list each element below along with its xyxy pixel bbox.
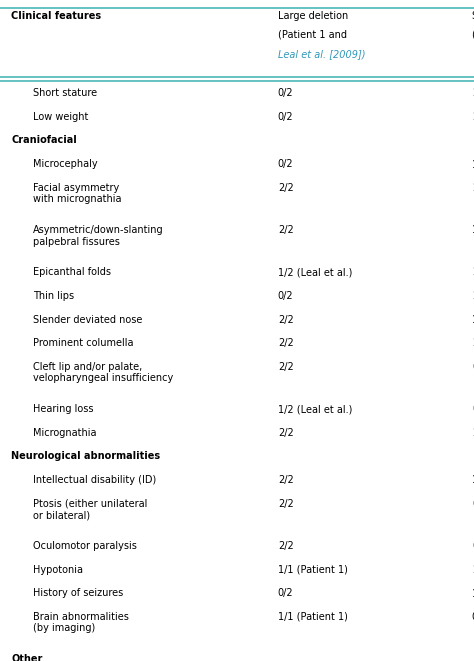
Text: Hypotonia: Hypotonia (33, 564, 83, 574)
Text: 0/2: 0/2 (278, 112, 293, 122)
Text: Cleft lip and/or palate,
velopharyngeal insufficiency: Cleft lip and/or palate, velopharyngeal … (33, 362, 173, 383)
Text: 2/2: 2/2 (472, 267, 474, 278)
Text: 1/2 (Patient 3): 1/2 (Patient 3) (472, 159, 474, 169)
Text: (Patient 1 and: (Patient 1 and (278, 30, 347, 40)
Text: Asymmetric/down-slanting
palpebral fissures: Asymmetric/down-slanting palpebral fissu… (33, 225, 164, 247)
Text: 0/2: 0/2 (472, 541, 474, 551)
Text: 0/2: 0/2 (278, 588, 293, 598)
Text: 0/2: 0/2 (472, 404, 474, 414)
Text: 0/2: 0/2 (472, 498, 474, 508)
Text: 1/2 (Leal et al.): 1/2 (Leal et al.) (278, 267, 352, 278)
Text: (Patients 2 and 3): (Patients 2 and 3) (472, 30, 474, 40)
Text: Large deletion: Large deletion (278, 11, 348, 21)
Text: Prominent columella: Prominent columella (33, 338, 134, 348)
Text: 2/2: 2/2 (278, 498, 293, 508)
Text: 2/2: 2/2 (278, 541, 293, 551)
Text: Brain abnormalities
(by imaging): Brain abnormalities (by imaging) (33, 612, 129, 633)
Text: Hearing loss: Hearing loss (33, 404, 94, 414)
Text: Thin lips: Thin lips (33, 291, 74, 301)
Text: 1/2 (Patient 3): 1/2 (Patient 3) (472, 475, 474, 485)
Text: 2/2: 2/2 (472, 182, 474, 192)
Text: Craniofacial: Craniofacial (11, 136, 77, 145)
Text: Short stature: Short stature (33, 88, 98, 98)
Text: 0/1 (Patient 3): 0/1 (Patient 3) (472, 612, 474, 622)
Text: 1/1 (Patient 1): 1/1 (Patient 1) (278, 564, 347, 574)
Text: 1/2 (Leal et al.): 1/2 (Leal et al.) (278, 404, 352, 414)
Text: Small deletion: Small deletion (472, 11, 474, 21)
Text: Leal et al. [2009]): Leal et al. [2009]) (278, 49, 365, 59)
Text: 1/1 (Patient 1): 1/1 (Patient 1) (278, 612, 347, 622)
Text: Other: Other (11, 654, 43, 661)
Text: 2/2: 2/2 (278, 475, 293, 485)
Text: 2/2: 2/2 (472, 291, 474, 301)
Text: 0/2: 0/2 (472, 362, 474, 371)
Text: Facial asymmetry
with micrognathia: Facial asymmetry with micrognathia (33, 182, 122, 204)
Text: 2/2: 2/2 (278, 225, 293, 235)
Text: Neurological abnormalities: Neurological abnormalities (11, 451, 160, 461)
Text: 1/2 (Patient 3): 1/2 (Patient 3) (472, 315, 474, 325)
Text: Oculomotor paralysis: Oculomotor paralysis (33, 541, 137, 551)
Text: Intellectual disability (ID): Intellectual disability (ID) (33, 475, 156, 485)
Text: Microcephaly: Microcephaly (33, 159, 98, 169)
Text: 2/2: 2/2 (278, 428, 293, 438)
Text: 2/2: 2/2 (278, 182, 293, 192)
Text: 2/2: 2/2 (472, 338, 474, 348)
Text: 2/2: 2/2 (278, 315, 293, 325)
Text: 2/2: 2/2 (472, 564, 474, 574)
Text: 2/2: 2/2 (472, 88, 474, 98)
Text: Micrognathia: Micrognathia (33, 428, 97, 438)
Text: 0/2: 0/2 (278, 159, 293, 169)
Text: 2/2: 2/2 (472, 428, 474, 438)
Text: Slender deviated nose: Slender deviated nose (33, 315, 143, 325)
Text: 0/2: 0/2 (278, 291, 293, 301)
Text: Low weight: Low weight (33, 112, 89, 122)
Text: 1/2 (Patient 3): 1/2 (Patient 3) (472, 225, 474, 235)
Text: 2/2: 2/2 (472, 112, 474, 122)
Text: 1/2 (Patient 3): 1/2 (Patient 3) (472, 588, 474, 598)
Text: 2/2: 2/2 (278, 338, 293, 348)
Text: 2/2: 2/2 (278, 362, 293, 371)
Text: Ptosis (either unilateral
or bilateral): Ptosis (either unilateral or bilateral) (33, 498, 148, 520)
Text: Clinical features: Clinical features (11, 11, 101, 21)
Text: 0/2: 0/2 (278, 88, 293, 98)
Text: History of seizures: History of seizures (33, 588, 124, 598)
Text: Epicanthal folds: Epicanthal folds (33, 267, 111, 278)
